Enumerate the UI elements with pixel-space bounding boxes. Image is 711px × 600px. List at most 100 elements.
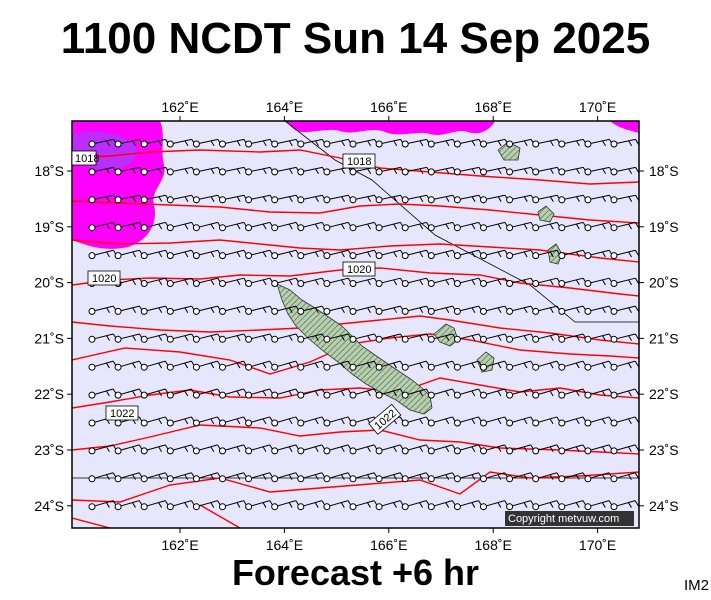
- wind-barb-feather: [132, 168, 137, 175]
- wind-barb-shaft: [300, 277, 323, 284]
- wind-barb-feather: [549, 335, 554, 341]
- wind-barb-feather: [288, 502, 293, 508]
- wind-barb-shaft: [196, 221, 218, 229]
- wind-barb-station: [166, 140, 174, 148]
- wind-barb-feather: [366, 362, 371, 369]
- wind-barb-shaft: [457, 444, 479, 452]
- wind-barb-station: [375, 447, 383, 455]
- wind-barb-shaft: [352, 360, 375, 368]
- wind-barb-station: [532, 224, 540, 232]
- wind-barb-shaft: [561, 472, 584, 480]
- wind-barb-station: [192, 335, 200, 343]
- wind-barb-station: [480, 335, 487, 343]
- wind-barb-shaft: [535, 305, 558, 312]
- wind-barb-shaft: [300, 305, 323, 312]
- wind-barb-shaft: [170, 194, 192, 201]
- wind-barb-feather: [601, 502, 606, 508]
- wind-barb-feather: [602, 223, 606, 230]
- isobar: [72, 504, 241, 528]
- wind-barb-feather: [549, 474, 554, 480]
- wind-barb-station: [140, 391, 148, 399]
- wind-barb-station: [453, 391, 461, 399]
- wind-barb-station: [271, 335, 279, 343]
- wind-barb-feather: [262, 307, 267, 314]
- wind-barb-shaft: [222, 277, 244, 284]
- wind-barb: [375, 166, 407, 176]
- wind-barb-station: [584, 196, 592, 204]
- wind-barb-station: [453, 363, 461, 371]
- wind-barb-station: [349, 363, 357, 371]
- wind-barb-feather: [575, 418, 580, 425]
- wind-barb-shaft: [144, 249, 166, 257]
- wind-barb-station: [114, 196, 122, 204]
- wind-barb-shaft: [352, 444, 375, 452]
- wind-barb-shaft: [300, 249, 323, 257]
- wind-barb-station: [610, 196, 618, 204]
- wind-barb-feather: [288, 279, 293, 286]
- wind-barb-station: [532, 503, 540, 511]
- wind-barb-feather: [627, 502, 632, 508]
- wind-barb-feather: [262, 502, 267, 508]
- wind-barb-feather: [575, 474, 580, 480]
- wind-barb-shaft: [300, 221, 323, 229]
- wind-barb-station: [323, 475, 331, 483]
- wind-barb-feather: [340, 390, 345, 397]
- wind-barb-shaft: [196, 277, 218, 284]
- wind-barb-station: [219, 391, 226, 399]
- wind-barb-shaft: [144, 138, 166, 145]
- wind-barb-shaft: [431, 333, 453, 340]
- wind-barb-feather: [471, 196, 476, 202]
- wind-barb-station: [427, 335, 435, 343]
- wind-barb-station: [114, 419, 122, 427]
- wind-barb-station: [401, 196, 409, 204]
- wind-barb-feather: [575, 362, 580, 369]
- wind-barb-shaft: [561, 305, 584, 312]
- wind-barb-station: [401, 168, 409, 176]
- wind-barb: [532, 305, 563, 315]
- wind-barb-feather: [236, 307, 241, 314]
- wind-barb-station: [219, 475, 226, 483]
- wind-barb-shaft: [561, 277, 584, 284]
- wind-barb-feather: [210, 418, 215, 425]
- wind-barb-feather: [288, 196, 293, 202]
- lon-tick-label: 164˚E: [266, 99, 303, 115]
- wind-barb-station: [297, 307, 305, 315]
- wind-barb-station: [375, 168, 383, 176]
- wind-barb-feather: [549, 446, 554, 453]
- wind-barb-feather: [158, 390, 163, 397]
- wind-barb-station: [349, 475, 357, 483]
- wind-barb: [245, 444, 276, 455]
- wind-barb-shaft: [352, 277, 375, 284]
- wind-barb-shaft: [222, 444, 244, 452]
- wind-barb-shaft: [170, 360, 192, 368]
- wind-barb-shaft: [144, 221, 166, 229]
- wind-barb-feather: [236, 196, 241, 202]
- wind-barb-shaft: [222, 333, 244, 340]
- wind-barb-shaft: [300, 472, 323, 480]
- wind-barb-station: [427, 280, 435, 287]
- wind-barb-feather: [445, 168, 450, 175]
- wind-barb-station: [558, 391, 566, 399]
- wind-barb-shaft: [274, 472, 296, 480]
- wind-barb-feather: [601, 362, 606, 369]
- wind-barb-shaft: [457, 166, 480, 173]
- lon-tick-label: 170˚E: [579, 537, 616, 553]
- wind-barb-shaft: [587, 444, 610, 452]
- wind-barb-station: [323, 419, 331, 427]
- wind-barb-station: [480, 140, 487, 148]
- wind-barb-feather: [262, 390, 267, 397]
- wind-barb-feather: [314, 502, 319, 508]
- wind-barb-feather: [497, 140, 502, 147]
- wind-barb-feather: [601, 390, 606, 397]
- wind-barb-feather: [445, 502, 450, 508]
- isobar-label-text: 1022: [110, 408, 134, 420]
- wind-barb-station: [532, 168, 540, 176]
- wind-barb-shaft: [431, 500, 453, 508]
- wind-barb-station: [192, 280, 200, 287]
- wind-barb-feather: [367, 140, 372, 147]
- wind-barb-shaft: [117, 305, 140, 312]
- wind-barb-shaft: [405, 444, 427, 452]
- wind-barb-shaft: [509, 194, 532, 201]
- wind-barb-shaft: [326, 277, 349, 284]
- wind-barb-feather: [158, 446, 163, 453]
